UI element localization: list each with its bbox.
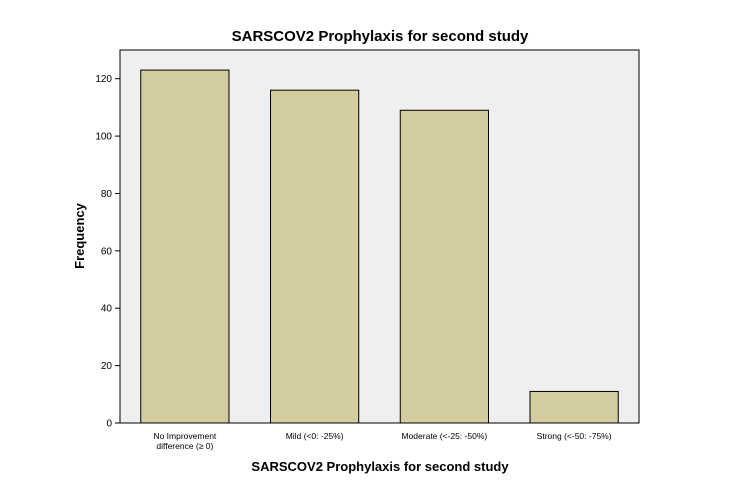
chart-title: SARSCOV2 Prophylaxis for second study xyxy=(232,28,529,45)
bar xyxy=(270,89,360,424)
y-tick-label: 80 xyxy=(101,189,113,200)
bars-layer xyxy=(140,69,619,424)
bar xyxy=(529,390,619,424)
x-axis-title: SARSCOV2 Prophylaxis for second study xyxy=(251,459,509,474)
y-tick-label: 120 xyxy=(95,74,112,85)
y-tick-label: 40 xyxy=(101,304,113,315)
y-tick-label: 20 xyxy=(101,361,113,372)
x-tick-label: Moderate (<-25: -50%) xyxy=(402,431,488,441)
y-tick-label: 0 xyxy=(106,419,112,430)
y-axis: 0 20 40 60 80 100 120 xyxy=(95,74,120,430)
y-tick-label: 60 xyxy=(101,246,113,257)
x-tick-label: Strong (<-50: -75%) xyxy=(537,431,612,441)
y-axis-title: Frequency xyxy=(72,202,87,269)
x-axis: No Improvement difference (≥ 0) Mild (<0: … xyxy=(153,431,611,451)
bar xyxy=(140,69,230,424)
x-tick-label: No Improvement difference (≥ 0) xyxy=(153,431,216,451)
y-tick-label: 100 xyxy=(95,132,112,143)
x-tick-label: Mild (<0: -25%) xyxy=(286,431,344,441)
bar xyxy=(399,109,489,424)
